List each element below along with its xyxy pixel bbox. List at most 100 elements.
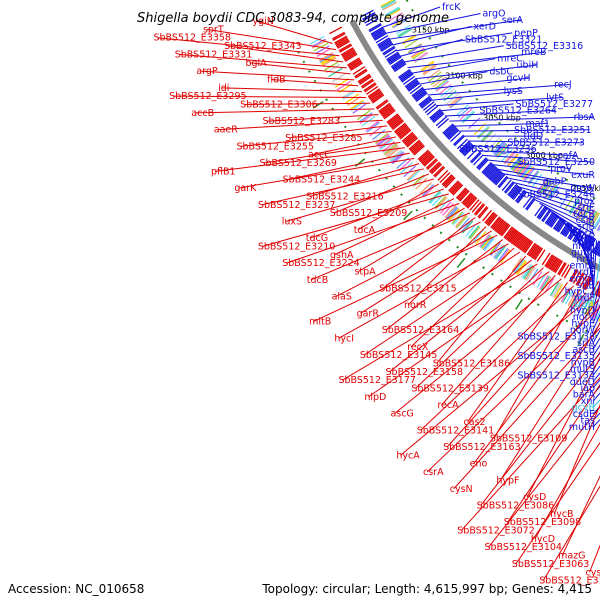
category-feature (435, 80, 450, 92)
forward-feature (336, 39, 350, 48)
leader-line (592, 240, 598, 298)
forward-feature (342, 49, 356, 59)
reverse-feature (415, 92, 428, 103)
reverse-feature (471, 152, 482, 164)
gene-label: xni (581, 396, 595, 407)
reverse-feature (476, 157, 487, 169)
leader-line (335, 221, 481, 298)
reverse-feature (411, 86, 424, 97)
forward-feature (408, 139, 421, 150)
category-feature (509, 155, 521, 169)
reverse-feature (378, 39, 392, 49)
reverse-feature (404, 77, 417, 88)
gene-label: hycD (531, 534, 555, 545)
gene-label: SbBS512_E3134 (517, 370, 595, 381)
reverse-feature (466, 148, 478, 160)
reverse-feature (380, 42, 393, 51)
forward-feature (449, 181, 460, 193)
gene-label: nrdH (572, 241, 595, 252)
forward-feature (391, 119, 403, 129)
gene-label: SbBS512_E3104 (484, 542, 562, 553)
forward-feature (456, 188, 468, 200)
reverse-feature (398, 68, 411, 78)
forward-feature (433, 165, 445, 177)
leader-line (357, 183, 439, 231)
reverse-feature (512, 188, 523, 200)
category-feature (380, 0, 394, 7)
gene-label: iap (581, 383, 596, 394)
forward-feature (557, 262, 566, 275)
leader-line (542, 485, 600, 581)
leader-line (173, 95, 367, 98)
reverse-feature (554, 217, 563, 231)
category-feature (447, 95, 461, 107)
forward-feature (532, 246, 542, 260)
leader-line (309, 188, 444, 239)
gene-label: accB (191, 108, 214, 119)
gene-label: SbBS512_E3224 (282, 258, 360, 269)
reverse-feature (448, 129, 460, 140)
forward-feature (545, 255, 555, 268)
forward-feature (521, 239, 531, 252)
category-feature (564, 289, 574, 305)
reverse-feature (418, 95, 431, 106)
reverse-feature (360, 9, 374, 18)
leader-line (261, 168, 425, 206)
category-feature (498, 248, 510, 263)
reverse-feature (490, 170, 502, 182)
leader-line (427, 84, 570, 96)
reverse-feature (408, 82, 421, 92)
gene-label: stpA (354, 267, 376, 278)
forward-feature (451, 183, 463, 195)
gene-label: nlpD (364, 392, 386, 403)
reverse-feature (377, 38, 391, 47)
category-feature (493, 141, 506, 155)
forward-feature (428, 161, 440, 173)
category-feature (493, 245, 505, 259)
category-feature (579, 205, 589, 220)
gene-label: SbBS512_E3139 (411, 384, 489, 395)
reverse-feature (477, 158, 488, 170)
forward-feature (469, 199, 480, 211)
gene-label: SbBS512_E3273 (507, 138, 585, 149)
forward-feature (471, 201, 482, 213)
gene-label: dsbC (489, 67, 513, 78)
forward-feature (378, 102, 391, 113)
forward-feature (549, 257, 559, 270)
forward-feature (366, 85, 379, 95)
reverse-feature (437, 118, 449, 129)
reverse-feature (453, 135, 465, 147)
category-feature (403, 165, 417, 178)
forward-feature (359, 76, 372, 85)
leader-line (266, 114, 379, 122)
forward-feature (426, 159, 438, 170)
forward-feature (368, 89, 381, 99)
reverse-feature (487, 167, 498, 179)
gene-label: gshA (330, 250, 354, 261)
gene-label: ascG (390, 409, 413, 420)
category-feature (325, 63, 341, 74)
category-feature (514, 259, 525, 274)
reverse-feature (370, 26, 384, 35)
leader-line (214, 147, 406, 172)
reverse-feature (481, 161, 492, 174)
category-feature (419, 181, 432, 195)
category-feature (577, 296, 586, 312)
forward-feature (503, 226, 513, 239)
forward-feature (486, 213, 497, 226)
leader-line (394, 278, 562, 414)
category-feature (516, 161, 529, 175)
leader-line (238, 157, 415, 189)
forward-feature (575, 272, 584, 286)
category-feature (477, 126, 490, 139)
gene-label: SbBS512_E3086 (477, 500, 555, 511)
reverse-feature (405, 79, 418, 89)
category-feature (497, 247, 509, 262)
gene-label: bglA (245, 58, 267, 69)
forward-feature (343, 50, 356, 60)
category-feature (540, 180, 552, 194)
forward-feature (340, 47, 354, 56)
reverse-feature (461, 143, 473, 155)
leader-line (592, 279, 600, 311)
category-feature (408, 44, 423, 54)
